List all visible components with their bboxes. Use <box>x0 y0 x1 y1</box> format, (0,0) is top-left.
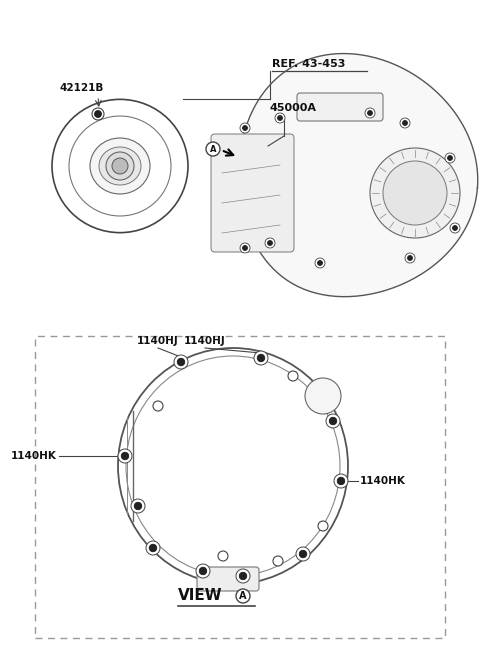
Circle shape <box>368 110 372 115</box>
Circle shape <box>149 544 157 552</box>
Circle shape <box>317 260 323 266</box>
Text: A: A <box>210 144 216 154</box>
Circle shape <box>146 541 160 555</box>
Circle shape <box>273 556 283 566</box>
Text: A: A <box>239 591 247 601</box>
Circle shape <box>196 564 210 578</box>
Circle shape <box>315 258 325 268</box>
FancyBboxPatch shape <box>297 93 383 121</box>
Circle shape <box>370 148 460 238</box>
Ellipse shape <box>90 138 150 194</box>
Circle shape <box>118 449 132 463</box>
Bar <box>35 336 445 638</box>
Circle shape <box>299 550 307 558</box>
Circle shape <box>288 371 298 381</box>
Circle shape <box>240 123 250 133</box>
Circle shape <box>242 125 248 131</box>
Circle shape <box>131 499 145 513</box>
Circle shape <box>240 243 250 253</box>
Circle shape <box>383 161 447 225</box>
FancyBboxPatch shape <box>197 567 259 591</box>
Circle shape <box>450 223 460 233</box>
Circle shape <box>305 378 341 414</box>
Circle shape <box>445 153 455 163</box>
Text: VIEW: VIEW <box>179 588 223 604</box>
Circle shape <box>400 118 410 128</box>
Circle shape <box>153 401 163 411</box>
Circle shape <box>265 238 275 248</box>
Circle shape <box>337 477 345 485</box>
Circle shape <box>254 351 268 365</box>
Ellipse shape <box>99 147 141 185</box>
Circle shape <box>95 110 101 117</box>
Circle shape <box>177 358 185 366</box>
Circle shape <box>236 589 250 603</box>
Circle shape <box>405 253 415 263</box>
Circle shape <box>403 121 408 125</box>
Circle shape <box>447 155 453 161</box>
Circle shape <box>365 108 375 118</box>
FancyBboxPatch shape <box>211 134 294 252</box>
Circle shape <box>106 152 134 180</box>
Circle shape <box>257 354 265 362</box>
Text: 1140HJ: 1140HJ <box>184 336 226 346</box>
Circle shape <box>329 417 337 425</box>
Circle shape <box>318 521 328 531</box>
Circle shape <box>199 567 207 575</box>
Circle shape <box>206 142 220 156</box>
Text: 45000A: 45000A <box>270 103 317 113</box>
Circle shape <box>408 255 412 260</box>
Circle shape <box>242 245 248 251</box>
Circle shape <box>134 502 142 510</box>
Circle shape <box>174 355 188 369</box>
Text: 42121B: 42121B <box>60 83 104 93</box>
Circle shape <box>277 115 283 121</box>
Circle shape <box>218 551 228 561</box>
Polygon shape <box>239 54 478 297</box>
Circle shape <box>267 241 273 245</box>
Circle shape <box>326 414 340 428</box>
Circle shape <box>296 547 310 561</box>
Circle shape <box>92 108 104 120</box>
Circle shape <box>121 452 129 460</box>
Circle shape <box>275 113 285 123</box>
Circle shape <box>334 474 348 488</box>
Circle shape <box>239 572 247 580</box>
Circle shape <box>453 226 457 230</box>
Text: 1140HJ: 1140HJ <box>137 336 179 346</box>
Text: 1140HK: 1140HK <box>360 476 406 486</box>
Text: REF. 43-453: REF. 43-453 <box>272 59 346 69</box>
Text: 1140HK: 1140HK <box>11 451 57 461</box>
Circle shape <box>112 158 128 174</box>
Circle shape <box>236 569 250 583</box>
